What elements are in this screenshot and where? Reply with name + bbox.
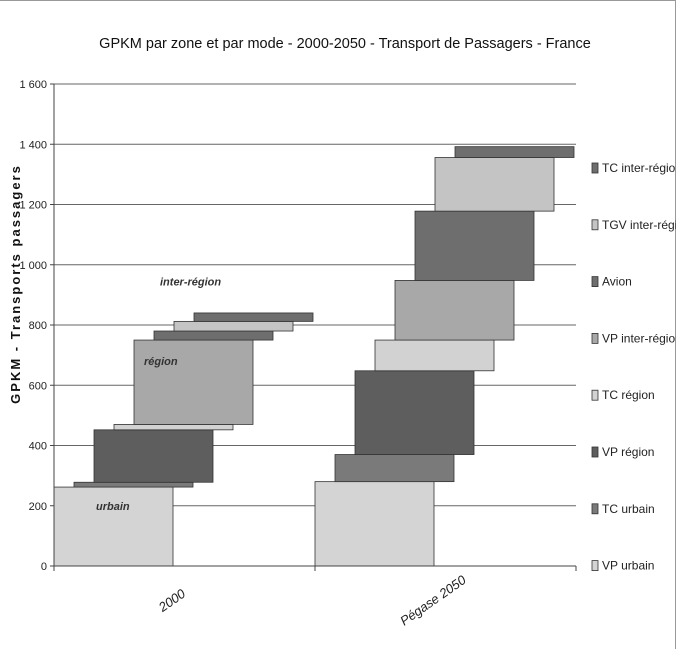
y-tick-label: 400 — [29, 441, 47, 453]
y-tick-label: 800 — [29, 320, 47, 332]
bar-segment — [434, 157, 555, 212]
zone-annotation: urbain — [96, 501, 130, 513]
legend-swatch — [591, 503, 599, 515]
legend-label: VP urbain — [602, 559, 654, 573]
y-tick-label: 1 000 — [19, 260, 47, 272]
zone-annotation: région — [144, 356, 178, 368]
y-tick-label: 1 600 — [19, 79, 47, 91]
legend: TC inter-région TGV inter-région Avion VP i… — [591, 161, 676, 573]
bar-segment — [334, 454, 455, 483]
annotations: urbain région inter-région — [96, 276, 221, 512]
legend-label: TC inter-région — [602, 161, 676, 175]
x-category-label: Pégase 2050 — [397, 572, 469, 629]
legend-label: TGV inter-région — [602, 218, 676, 232]
legend-swatch — [591, 332, 599, 344]
bar-segment — [153, 330, 274, 341]
x-category-label: 2000 — [155, 585, 189, 615]
y-axis-label: GPKM - Transports passagers — [8, 164, 23, 404]
legend-swatch — [591, 560, 599, 571]
bar-segments — [53, 146, 575, 567]
bar-segment — [93, 429, 214, 483]
bar-segment — [133, 339, 254, 425]
legend-label: Avion — [602, 275, 632, 289]
chart-title: GPKM par zone et par mode - 2000-2050 - … — [99, 36, 591, 52]
legend-swatch — [591, 162, 599, 174]
y-tick-label: 200 — [29, 501, 47, 513]
bar-segment — [354, 370, 475, 455]
bar-segment — [314, 481, 435, 567]
bar-segment — [414, 210, 535, 281]
legend-swatch — [591, 389, 599, 401]
legend-label: TC région — [602, 388, 655, 402]
bar-segment — [53, 486, 174, 567]
zone-annotation: inter-région — [160, 276, 221, 288]
legend-label: TC urbain — [602, 502, 655, 516]
y-tick-label: 1 400 — [19, 139, 47, 151]
bar-segment — [173, 320, 294, 332]
legend-label: VP région — [602, 445, 654, 459]
legend-swatch — [591, 219, 599, 231]
legend-swatch — [591, 446, 599, 458]
legend-swatch — [591, 276, 599, 288]
y-tick-label: 1 200 — [19, 200, 47, 212]
bar-segment — [73, 481, 194, 488]
bar-segment — [113, 424, 234, 431]
y-tick-label: 600 — [29, 380, 47, 392]
y-tick-label: 0 — [41, 561, 47, 573]
bar-segment — [374, 339, 495, 372]
bar-segment — [454, 146, 575, 158]
bar-segment — [193, 312, 314, 322]
legend-label: VP inter-région — [602, 331, 676, 345]
bar-segment — [394, 280, 515, 341]
